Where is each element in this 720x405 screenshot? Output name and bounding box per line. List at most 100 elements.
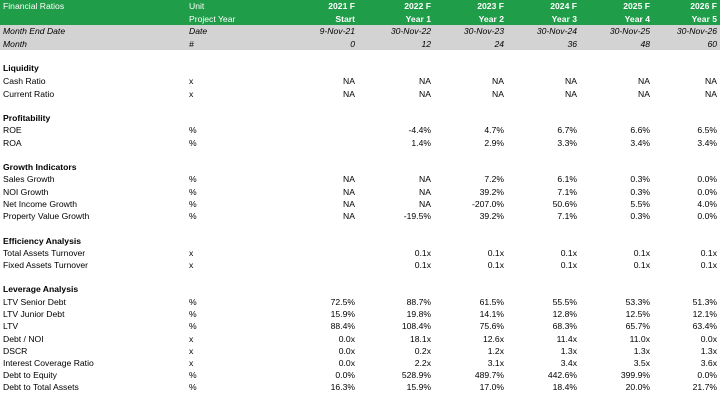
value-cell[interactable]: 15.9%	[406, 382, 431, 392]
section-title[interactable]: Profitability	[3, 113, 51, 123]
project-year-header[interactable]: Year 1	[405, 14, 431, 24]
ratio-label[interactable]: Property Value Growth	[3, 211, 90, 221]
value-cell[interactable]: 528.9%	[401, 370, 431, 380]
value-cell[interactable]: NA	[419, 199, 431, 209]
value-cell[interactable]: NA	[343, 89, 355, 99]
value-cell[interactable]: NA	[343, 187, 355, 197]
value-cell[interactable]: 0.2x	[414, 346, 431, 356]
ratio-label[interactable]: Interest Coverage Ratio	[3, 358, 94, 368]
project-year-header[interactable]: Year 3	[551, 14, 577, 24]
unit-cell[interactable]: x	[189, 76, 194, 86]
value-cell[interactable]	[283, 137, 355, 149]
value-cell[interactable]: 61.5%	[479, 297, 504, 307]
section-title[interactable]: Leverage Analysis	[3, 284, 79, 294]
value-cell[interactable]: 3.5x	[633, 358, 650, 368]
unit-cell[interactable]: %	[189, 297, 197, 307]
value-cell[interactable]: 0.3%	[630, 187, 650, 197]
value-cell[interactable]: 20.0%	[625, 382, 650, 392]
value-cell[interactable]: NA	[638, 76, 650, 86]
value-cell[interactable]: 0.1x	[487, 260, 504, 270]
value-cell[interactable]: 39.2%	[479, 211, 504, 221]
value-cell[interactable]: 2.9%	[484, 138, 504, 148]
ratio-label[interactable]: NOI Growth	[3, 187, 49, 197]
ratio-label[interactable]: LTV	[3, 321, 19, 331]
value-cell[interactable]: NA	[565, 76, 577, 86]
value-cell[interactable]: 489.7%	[474, 370, 504, 380]
value-cell[interactable]: 65.7%	[625, 321, 650, 331]
value-cell[interactable]: 0.0%	[697, 174, 717, 184]
value-cell[interactable]: NA	[419, 187, 431, 197]
value-cell[interactable]: NA	[565, 89, 577, 99]
value-cell[interactable]: 4.7%	[484, 125, 504, 135]
date-cell[interactable]: 30-Nov-22	[390, 26, 431, 36]
section-title[interactable]: Efficiency Analysis	[3, 236, 82, 246]
unit-cell[interactable]: x	[189, 334, 194, 344]
value-cell[interactable]: 39.2%	[479, 187, 504, 197]
value-cell[interactable]: 108.4%	[401, 321, 431, 331]
year-header[interactable]: 2021 F	[328, 1, 355, 11]
value-cell[interactable]: 399.9%	[620, 370, 650, 380]
value-cell[interactable]: 0.1x	[700, 260, 717, 270]
unit-cell[interactable]: %	[189, 382, 197, 392]
year-header[interactable]: 2026 F	[690, 1, 717, 11]
unit-cell[interactable]: Date	[189, 26, 208, 36]
value-cell[interactable]: 11.4x	[556, 334, 577, 344]
value-cell[interactable]: 21.7%	[692, 382, 717, 392]
value-cell[interactable]: 0.1x	[560, 248, 577, 258]
section-title[interactable]: Growth Indicators	[3, 162, 77, 172]
value-cell[interactable]: 0.0x	[338, 346, 355, 356]
ratio-label[interactable]: Sales Growth	[3, 174, 55, 184]
value-cell[interactable]: NA	[419, 89, 431, 99]
value-cell[interactable]: 6.7%	[557, 125, 577, 135]
unit-cell[interactable]: %	[189, 211, 197, 221]
value-cell[interactable]: 12.1%	[692, 309, 717, 319]
value-cell[interactable]: 0.1x	[560, 260, 577, 270]
value-cell[interactable]: 18.4%	[552, 382, 577, 392]
value-cell[interactable]: -19.5%	[403, 211, 431, 221]
value-cell[interactable]: 16.3%	[330, 382, 355, 392]
value-cell[interactable]: 11.0x	[629, 334, 650, 344]
value-cell[interactable]: NA	[705, 76, 717, 86]
value-cell[interactable]: NA	[343, 211, 355, 221]
value-cell[interactable]: 5.5%	[630, 199, 650, 209]
unit-cell[interactable]: %	[189, 370, 197, 380]
unit-cell[interactable]: %	[189, 309, 197, 319]
year-header[interactable]: 2023 F	[477, 1, 504, 11]
year-header[interactable]: 2024 F	[550, 1, 577, 11]
value-cell[interactable]: 6.5%	[697, 125, 717, 135]
value-cell[interactable]: 63.4%	[692, 321, 717, 331]
sheet-title[interactable]: Financial Ratios	[3, 1, 65, 11]
ratio-label[interactable]: Debt / NOI	[3, 334, 44, 344]
value-cell[interactable]: 12.8%	[552, 309, 577, 319]
month-cell[interactable]: 12	[421, 39, 431, 49]
unit-cell[interactable]: %	[189, 138, 197, 148]
unit-cell[interactable]: x	[189, 346, 194, 356]
ratio-label[interactable]: LTV Senior Debt	[3, 297, 66, 307]
unit-cell[interactable]: #	[189, 39, 194, 49]
value-cell[interactable]: 1.3x	[560, 346, 577, 356]
unit-cell[interactable]: %	[189, 174, 197, 184]
date-cell[interactable]: 9-Nov-21	[319, 26, 355, 36]
value-cell[interactable]: 19.8%	[406, 309, 431, 319]
value-cell[interactable]: NA	[492, 76, 504, 86]
ratio-label[interactable]: Debt to Equity	[3, 370, 57, 380]
value-cell[interactable]: 68.3%	[552, 321, 577, 331]
value-cell[interactable]: 0.0%	[335, 370, 355, 380]
value-cell[interactable]: 3.4%	[697, 138, 717, 148]
value-cell[interactable]: 0.3%	[630, 174, 650, 184]
value-cell[interactable]: 12.5%	[625, 309, 650, 319]
ratio-label[interactable]: Current Ratio	[3, 89, 55, 99]
value-cell[interactable]: 3.6x	[700, 358, 717, 368]
value-cell[interactable]: 75.6%	[479, 321, 504, 331]
value-cell[interactable]: NA	[419, 76, 431, 86]
value-cell[interactable]: 0.0%	[697, 211, 717, 221]
month-cell[interactable]: 36	[567, 39, 577, 49]
value-cell[interactable]: 51.3%	[692, 297, 717, 307]
value-cell[interactable]: 50.6%	[552, 199, 577, 209]
value-cell[interactable]: NA	[419, 174, 431, 184]
ratio-label[interactable]: LTV Junior Debt	[3, 309, 65, 319]
month-cell[interactable]: 60	[707, 39, 717, 49]
value-cell[interactable]: 0.1x	[633, 260, 650, 270]
value-cell[interactable]: 12.6x	[482, 334, 504, 344]
ratio-label[interactable]: Total Assets Turnover	[3, 248, 86, 258]
